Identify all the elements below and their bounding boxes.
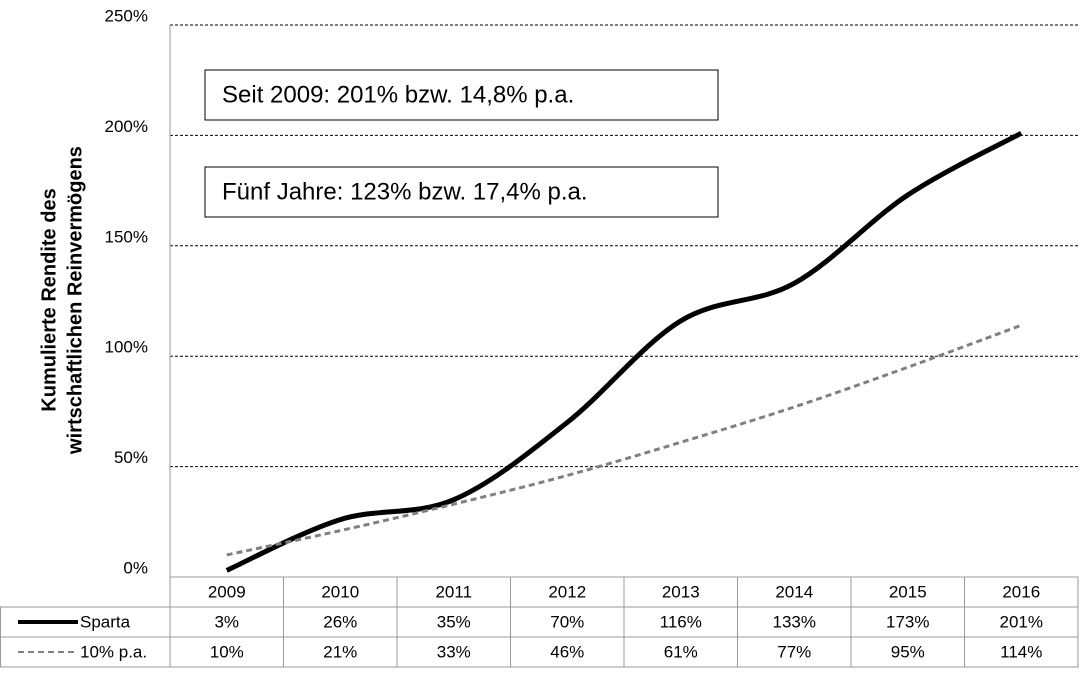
y-tick-label: 0% [123,558,148,577]
table-cell [964,636,1079,668]
data-label: 173% [886,612,929,631]
data-label: 3% [214,612,239,631]
x-tick-label: 2013 [662,582,700,601]
x-tick-label: 2010 [321,582,359,601]
data-label: 114% [1000,642,1042,661]
data-label: 95% [891,642,925,661]
data-label: 61% [664,642,698,661]
y-tick-label: 250% [105,6,148,25]
series-line [226,323,1022,557]
data-label: 46% [550,642,584,661]
annotation-box [204,69,719,121]
x-tick-label: 2014 [775,582,813,601]
y-axis-title-line: wirtschaftlichen Reinvermögens [64,146,86,455]
x-tick-label: 2011 [435,582,472,601]
data-label: 33% [437,642,471,661]
data-label: 35% [437,612,471,631]
legend-label: Sparta [80,612,131,631]
data-label: 133% [773,612,816,631]
x-tick-label: 2012 [548,582,586,601]
x-tick-label: 2015 [889,582,927,601]
annotation: Seit 2009: 201% bzw. 14,8% p.a. [222,81,574,108]
data-label: 10% [210,642,244,661]
annotation: Fünf Jahre: 123% bzw. 17,4% p.a. [222,178,588,205]
series-line [225,130,1023,573]
y-tick-label: 50% [114,448,148,467]
legend-label: 10% p.a. [80,642,147,661]
y-axis-title-line: Kumulierte Rendite des [38,188,60,411]
data-label: 116% [660,612,702,631]
data-label: 21% [323,642,357,661]
y-axis-title: Kumulierte Rendite des wirtschaftlichen … [38,146,86,455]
x-tick-label: 2009 [208,582,246,601]
y-tick-label: 100% [105,338,148,357]
data-label: 70% [550,612,584,631]
y-tick-label: 150% [105,227,148,246]
annotation-box [204,166,719,218]
data-label: 26% [323,612,357,631]
data-label: 201% [1000,612,1043,631]
y-tick-label: 200% [105,117,148,136]
data-label: 77% [777,642,811,661]
x-tick-label: 2016 [1002,582,1040,601]
